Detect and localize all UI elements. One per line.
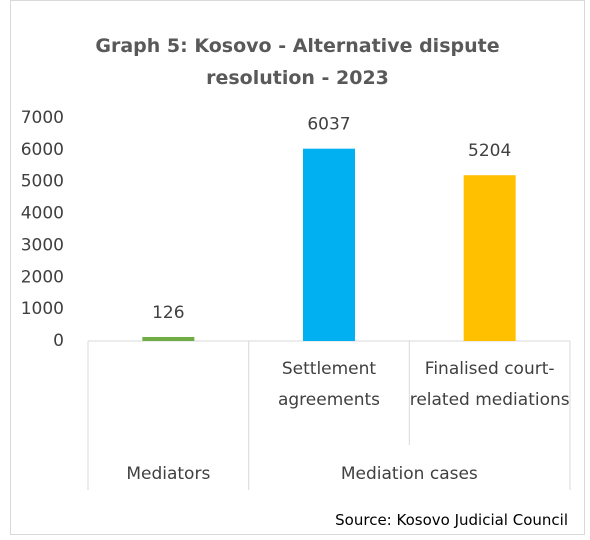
y-tick-label: 0: [53, 331, 64, 351]
group-label: Mediation cases: [340, 464, 478, 484]
x-tick-label: Settlement agreements: [277, 359, 381, 410]
data-label: 5204: [468, 141, 511, 161]
y-tick-label: 1000: [21, 299, 64, 319]
x-tick-label: Finalised court-related mediations: [409, 359, 570, 410]
bar: [303, 148, 355, 341]
y-tick-label: 5000: [21, 172, 64, 192]
y-tick-label: 6000: [21, 140, 64, 160]
group-label: Mediators: [126, 464, 211, 484]
y-tick-label: 7000: [21, 108, 64, 128]
bar: [142, 336, 195, 341]
bar: [463, 175, 516, 341]
data-label: 126: [152, 303, 184, 323]
y-tick-label: 4000: [21, 204, 64, 224]
data-label: 6037: [307, 115, 350, 135]
chart-title: Graph 5: Kosovo - Alternative dispute re…: [95, 35, 500, 89]
y-tick-label: 3000: [21, 235, 64, 255]
y-tick-label: 2000: [21, 267, 64, 287]
source-note: Source: Kosovo Judicial Council: [335, 511, 568, 529]
